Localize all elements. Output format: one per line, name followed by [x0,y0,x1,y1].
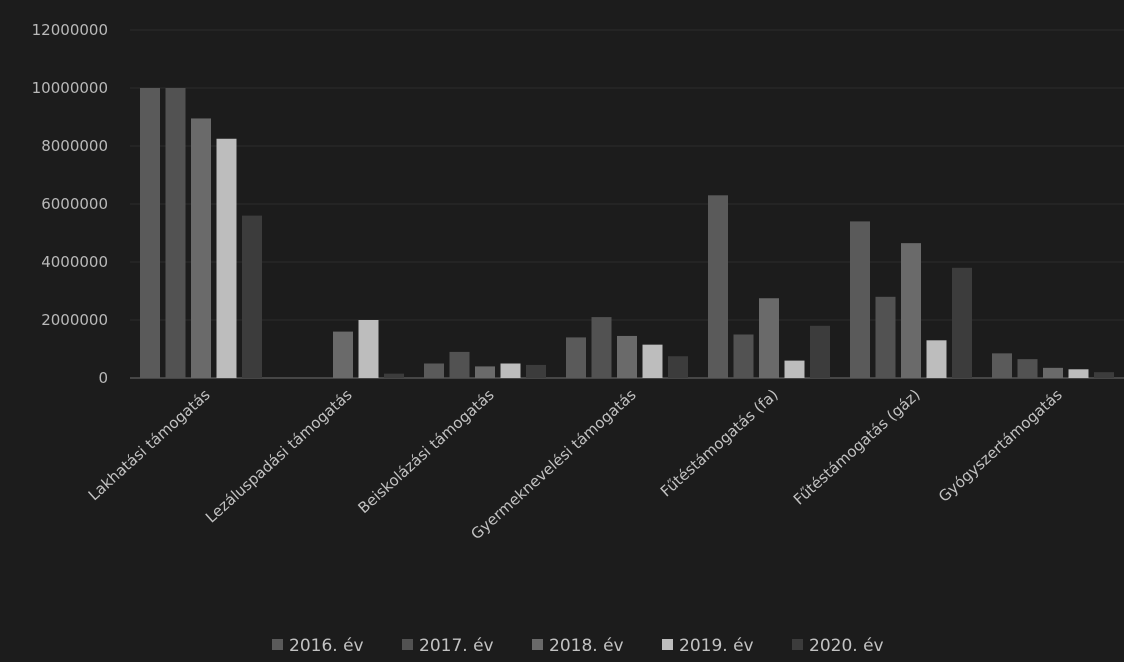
bar [526,364,546,378]
grid-lines [130,29,1124,379]
bar [810,325,830,378]
category-label: Gyermeknevelési támogatás [467,385,639,543]
category-label: Gyógyszertámogatás [935,385,1066,505]
legend-label: 2018. év [549,636,624,656]
bar [1094,372,1114,378]
bars [140,88,1114,378]
category-label: Fűtéstámogatás (gáz) [790,386,924,509]
bar [642,344,663,378]
category-label: Lezáluspadási támogatás [202,385,356,526]
bar [140,88,160,378]
legend-label: 2020. év [809,636,884,656]
y-tick-label: 6000000 [41,195,108,213]
bar [242,215,262,378]
category-label: Fűtéstámogatás (fa) [657,386,782,501]
legend-swatch [662,639,673,650]
bar [424,363,444,378]
bar [384,373,404,378]
bar [500,363,521,378]
bar [165,88,186,378]
bar [784,360,805,378]
legend-label: 2019. év [679,636,754,656]
bar [1017,359,1038,378]
bar [449,351,470,378]
bar [1068,369,1089,378]
bar [358,320,379,378]
category-label: Beiskolázási támogatás [354,385,497,517]
y-tick-label: 0 [98,369,108,387]
legend-swatch [792,639,803,650]
bar [1043,367,1063,378]
bar [875,296,896,378]
y-tick-label: 10000000 [32,79,108,97]
legend-swatch [272,639,283,650]
bar [591,317,612,378]
bar [952,267,972,378]
bar [926,340,947,378]
bar [617,335,637,378]
y-tick-label: 4000000 [41,253,108,271]
bar [992,353,1012,378]
category-label: Lakhatási támogatás [85,385,214,504]
bar [475,366,495,378]
legend-label: 2016. év [289,636,364,656]
y-tick-label: 12000000 [32,21,108,39]
legend-swatch [532,639,543,650]
legend-swatch [402,639,413,650]
bar [191,118,211,378]
y-tick-label: 2000000 [41,311,108,329]
y-axis-ticks: 0 2000000 4000000 6000000 8000000 10000000 120… [32,21,108,387]
bar [733,334,754,378]
bar [759,298,779,378]
legend: 2016. év 2017. év 2018. év 2019. év 2020. év [272,636,884,656]
bar [566,337,586,378]
bar [333,331,353,378]
y-tick-label: 8000000 [41,137,108,155]
bar [216,138,237,378]
bar [850,221,870,378]
legend-label: 2017. év [419,636,494,656]
bar [708,195,728,378]
bar [901,243,921,378]
bar [668,356,688,378]
